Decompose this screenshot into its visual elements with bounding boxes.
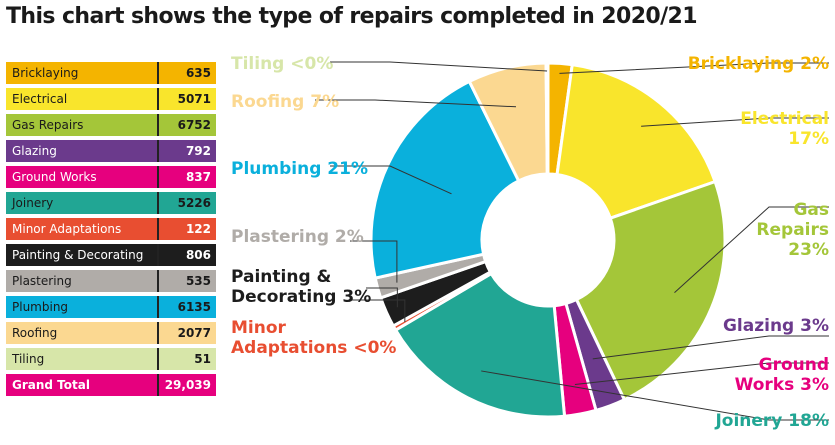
total-label: Grand Total	[6, 374, 159, 396]
table-row: Plumbing 6135	[6, 296, 216, 318]
slice-plumbing	[369, 79, 521, 280]
row-label: Tiling	[6, 348, 159, 370]
row-value: 5071	[177, 92, 211, 106]
leader-line	[315, 99, 517, 108]
slice-label: Glazing 3%	[723, 316, 829, 336]
table-row: Joinery 5226	[6, 192, 216, 214]
table-total-row: Grand Total 29,039	[6, 374, 216, 396]
table-row: Minor Adaptations 122	[6, 218, 216, 240]
row-label: Plumbing	[6, 296, 159, 318]
row-value: 837	[185, 170, 211, 184]
leader-line	[366, 287, 398, 308]
repairs-table: Bricklaying 635 Electrical 5071 Gas Repairs 6…	[6, 62, 216, 400]
slice-tiling	[544, 61, 550, 176]
row-label: Joinery	[6, 192, 159, 214]
row-label: Minor Adaptations	[6, 218, 159, 240]
row-value: 6752	[177, 118, 211, 132]
leader-line	[350, 240, 398, 283]
table-row: Painting & Decorating 806	[6, 244, 216, 266]
leader-line	[592, 335, 829, 360]
slice-label: Roofing 7%	[231, 92, 339, 112]
slice-label: Plastering 2%	[231, 227, 364, 247]
row-label: Painting & Decorating	[6, 244, 159, 266]
slice-label-line: Plastering 2%	[231, 227, 364, 247]
slice-label-line: 23%	[788, 240, 829, 260]
leader-line	[559, 62, 829, 74]
leader-line	[574, 362, 829, 386]
row-label: Plastering	[6, 270, 159, 292]
slice-label-line: Decorating 3%	[231, 287, 372, 307]
row-label: Gas Repairs	[6, 114, 159, 136]
slice-label: Electrical 17%	[740, 109, 829, 149]
slice-label: Tiling <0%	[231, 54, 333, 74]
row-value: 5226	[177, 196, 211, 210]
slice-label-line: Plumbing 21%	[231, 159, 368, 179]
row-value: 635	[185, 66, 211, 80]
slice-label-line: Gas	[793, 200, 829, 220]
chart-title: This chart shows the type of repairs com…	[6, 4, 698, 29]
slice-label: Ground Works 3%	[735, 355, 829, 395]
row-value: 122	[185, 222, 211, 236]
leader-line	[641, 117, 829, 127]
slice-label: Minor Adaptations <0%	[231, 318, 396, 358]
table-row: Electrical 5071	[6, 88, 216, 110]
slice-label: Bricklaying 2%	[688, 54, 829, 74]
total-value: 29,039	[164, 378, 211, 392]
slice-label-line: Repairs	[756, 220, 829, 240]
leader-line	[330, 61, 548, 72]
slice-label: Joinery 18%	[715, 411, 829, 431]
slice-label-line: Works 3%	[734, 375, 829, 395]
row-value: 806	[185, 248, 211, 262]
row-value: 535	[185, 274, 211, 288]
slice-label-line: Minor	[231, 318, 286, 338]
leader-line	[352, 299, 406, 323]
table-row: Glazing 792	[6, 140, 216, 162]
row-label: Electrical	[6, 88, 159, 110]
leader-line	[674, 206, 829, 293]
row-label: Glazing	[6, 140, 159, 162]
slice-label-line: 17%	[788, 129, 829, 149]
slice-label-line: Glazing 3%	[722, 316, 829, 336]
table-row: Roofing 2077	[6, 322, 216, 344]
row-value: 792	[185, 144, 211, 158]
slice-gas-repairs	[574, 179, 727, 402]
row-value: 6135	[177, 300, 211, 314]
leader-line	[330, 165, 452, 195]
slice-label-line: Tiling <0%	[231, 54, 334, 74]
leader-line	[481, 370, 829, 421]
slice-label-line: Joinery 18%	[715, 411, 829, 431]
slice-label-line: Electrical	[740, 109, 829, 129]
row-label: Ground Works	[6, 166, 159, 188]
row-label: Bricklaying	[6, 62, 159, 84]
slice-label-line: Roofing 7%	[231, 92, 340, 112]
table-row: Tiling 51	[6, 348, 216, 370]
slice-label-line: Ground	[758, 355, 829, 375]
slice-joinery	[393, 271, 567, 419]
slice-label-line: Bricklaying 2%	[687, 54, 829, 74]
slice-electrical	[555, 62, 718, 221]
slice-label-line: Painting &	[231, 267, 332, 287]
slice-label: Painting & Decorating 3%	[231, 267, 371, 307]
slice-label: Gas Repairs 23%	[756, 200, 829, 260]
slice-label-line: Adaptations <0%	[231, 338, 397, 358]
table-row: Gas Repairs 6752	[6, 114, 216, 136]
row-value: 2077	[177, 326, 211, 340]
table-row: Plastering 535	[6, 270, 216, 292]
table-row: Bricklaying 635	[6, 62, 216, 84]
row-value: 51	[194, 352, 211, 366]
row-label: Roofing	[6, 322, 159, 344]
table-row: Ground Works 837	[6, 166, 216, 188]
slice-label: Plumbing 21%	[231, 159, 368, 179]
